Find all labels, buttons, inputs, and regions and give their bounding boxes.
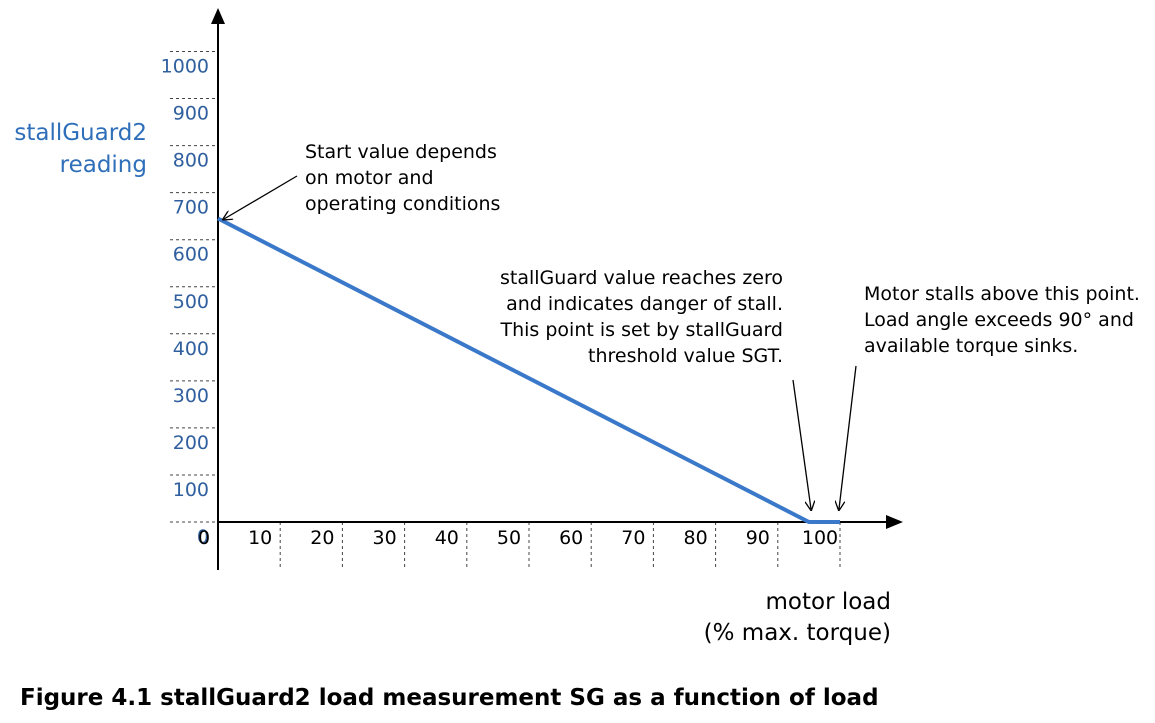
- annotation-1-line-3: threshold value SGT.: [588, 345, 783, 367]
- annotation-1-line-0: stallGuard value reaches zero: [500, 267, 783, 289]
- annotation-2-line-1: Load angle exceeds 90° and: [864, 309, 1134, 331]
- y-tick-label-900: 900: [173, 103, 209, 125]
- annotation-1-line-2: This point is set by stallGuard: [500, 319, 784, 341]
- x-tick-label-90: 90: [746, 527, 770, 549]
- x-axis-label-line-0: motor load: [766, 589, 892, 615]
- x-tick-label-20: 20: [310, 527, 334, 549]
- y-tick-label-700: 700: [173, 197, 209, 219]
- x-tick-label-40: 40: [435, 527, 459, 549]
- x-tick-label-70: 70: [621, 527, 645, 549]
- y-axis-label-line-0: stallGuard2: [14, 120, 147, 146]
- y-tick-label-100: 100: [173, 479, 209, 501]
- series-line-0: [217, 216, 840, 524]
- x-axis-label-line-1: (% max. torque): [704, 620, 891, 646]
- x-tick-label-10: 10: [248, 527, 272, 549]
- x-tick-label-60: 60: [559, 527, 583, 549]
- annotation-0-line-1: on motor and: [305, 167, 434, 189]
- gridlines: [170, 51, 841, 570]
- x-tick-label-100: 100: [802, 527, 838, 549]
- y-tick-label-0: 0: [197, 526, 209, 548]
- y-axis-arrow-icon: [211, 8, 225, 24]
- annotation-0-line-0: Start value depends: [305, 141, 497, 163]
- y-tick-label-200: 200: [173, 432, 209, 454]
- annotation-2-line-0: Motor stalls above this point.: [864, 283, 1140, 305]
- annotation-1-arrow: [792, 379, 811, 509]
- x-tick-label-0: 0: [198, 527, 210, 549]
- x-tick-label-30: 30: [373, 527, 397, 549]
- y-tick-label-500: 500: [173, 291, 209, 313]
- axis-labels: stallGuard2 reading motor load (% max. torq…: [14, 120, 891, 646]
- annotation-2-arrow: [839, 365, 857, 509]
- annotations: Start value depends on motor and operating…: [224, 141, 1140, 509]
- x-axis-arrow-icon: [886, 515, 903, 529]
- y-tick-label-800: 800: [173, 150, 209, 172]
- annotation-2-line-2: available torque sinks.: [864, 335, 1078, 357]
- y-tick-label-400: 400: [173, 338, 209, 360]
- x-tick-label-80: 80: [684, 527, 708, 549]
- annotation-1-line-1: and indicates danger of stall.: [506, 293, 783, 315]
- axes: [211, 8, 903, 570]
- y-tick-label-600: 600: [173, 244, 209, 266]
- annotation-0-arrow: [224, 175, 298, 219]
- figure-caption: Figure 4.1 stallGuard2 load measurement …: [20, 685, 879, 711]
- y-tick-label-300: 300: [173, 385, 209, 407]
- y-tick-label-1000: 1000: [161, 56, 209, 78]
- series: [217, 216, 841, 524]
- annotation-0-line-2: operating conditions: [305, 193, 500, 215]
- y-axis-label-line-1: reading: [60, 152, 147, 178]
- x-tick-label-50: 50: [497, 527, 521, 549]
